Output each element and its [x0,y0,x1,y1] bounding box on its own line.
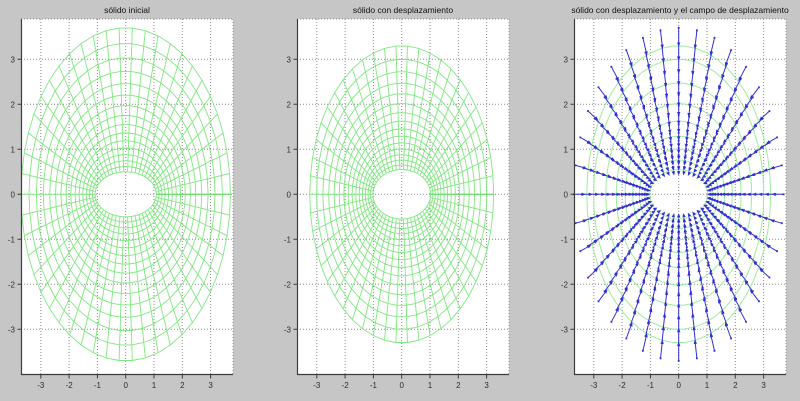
x-tick-label: 1 [428,381,433,390]
tick-marks [570,58,765,379]
mesh-initial-canvas: -3 -2 -1 0 1 2 3 3 2 1 0 -1 -2 -3 [8,18,234,390]
subplot-solido-desplazado: sólido con desplazamiento -3 -2 -1 0 1 2 3 3 2 1 0… [284,5,510,390]
x-tick-label: 0 [123,381,128,390]
y-tick-label: -2 [8,280,16,289]
y-tick-label: -2 [561,280,569,289]
subplot-solido-inicial: sólido inicial -3 -2 -1 0 1 2 3 3 2 1 0 -1 -2 -3 [8,5,234,390]
x-tick-label: -2 [66,381,74,390]
mesh-displaced-canvas: -3 -2 -1 0 1 2 3 3 2 1 0 -1 -2 -3 [284,18,510,390]
x-tick-label: 2 [733,381,738,390]
gridlines [21,19,233,375]
y-tick-label: 2 [564,100,569,109]
y-tick-label: 3 [287,55,292,64]
x-tick-label: -2 [619,381,627,390]
quiver-field-canvas: -3 -2 -1 0 1 2 3 3 2 1 0 -1 -2 -3 [561,18,787,390]
axis-spines [20,19,233,376]
x-tick-label: 3 [484,381,489,390]
y-tick-labels: 3 2 1 0 -1 -2 -3 [284,55,292,334]
solid-mesh [309,45,495,343]
x-tick-label: -3 [37,381,45,390]
y-tick-label: 2 [11,100,16,109]
axis-spines [296,19,509,376]
plot-title: sólido inicial [104,5,150,15]
y-tick-label: -1 [284,235,292,244]
x-tick-label: -1 [94,381,102,390]
y-tick-label: 0 [564,190,569,199]
x-tick-label: 3 [761,381,766,390]
x-tick-label: -2 [342,381,350,390]
y-tick-label: -3 [561,325,569,334]
y-tick-label: 1 [287,145,292,154]
x-tick-label: 2 [180,381,185,390]
x-tick-labels: -3 -2 -1 0 1 2 3 [37,381,213,390]
x-tick-label: 0 [676,381,681,390]
y-tick-label: 2 [287,100,292,109]
x-tick-label: -3 [313,381,321,390]
x-tick-label: 1 [705,381,710,390]
subplot-campo-desplazamiento: sólido con desplazamiento y el campo de … [561,5,789,390]
y-tick-label: -2 [284,280,292,289]
plot-title: sólido con desplazamiento y el campo de … [571,5,789,15]
x-tick-labels: -3 -2 -1 0 1 2 3 [313,381,489,390]
x-tick-label: -3 [590,381,598,390]
displacement-arrow-shafts [574,27,784,361]
solid-mesh [20,27,231,361]
y-tick-label: 1 [564,145,569,154]
y-tick-label: -3 [8,325,16,334]
displacement-arrow-heads [581,42,776,347]
x-tick-label: -1 [647,381,655,390]
y-tick-label: 0 [287,190,292,199]
y-tick-label: 1 [11,145,16,154]
x-tick-label: 2 [456,381,461,390]
y-tick-label: -1 [561,235,569,244]
axis-spines [573,19,786,376]
y-tick-labels: 3 2 1 0 -1 -2 -3 [561,55,569,334]
plot-title: sólido con desplazamiento [352,5,454,15]
x-tick-labels: -3 -2 -1 0 1 2 3 [590,381,766,390]
y-tick-label: -1 [8,235,16,244]
y-tick-label: 3 [11,55,16,64]
tick-marks [293,58,488,379]
x-tick-label: 3 [208,381,213,390]
y-tick-label: -3 [284,325,292,334]
x-tick-label: 1 [152,381,157,390]
axis-box-dotted-edges [21,18,234,375]
y-tick-labels: 3 2 1 0 -1 -2 -3 [8,55,16,334]
x-tick-label: 0 [399,381,404,390]
y-tick-label: 0 [11,190,16,199]
tick-marks [17,58,212,379]
axis-box-dotted-edges [297,18,510,375]
axis-box-dotted-edges [574,18,787,375]
x-tick-label: -1 [370,381,378,390]
y-tick-label: 3 [564,55,569,64]
